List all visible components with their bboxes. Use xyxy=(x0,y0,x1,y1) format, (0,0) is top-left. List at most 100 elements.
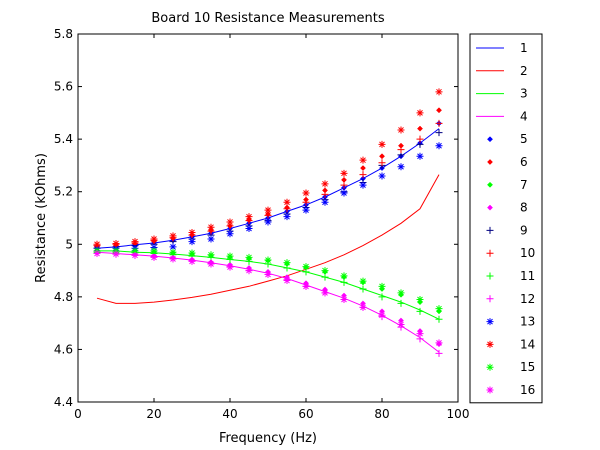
legend-box xyxy=(469,33,543,404)
data-point xyxy=(416,330,424,338)
data-point xyxy=(378,172,386,180)
data-point xyxy=(435,142,443,150)
data-point xyxy=(359,303,367,311)
data-point xyxy=(245,213,253,221)
data-point xyxy=(321,190,329,198)
legend-swatch xyxy=(487,159,493,165)
data-point xyxy=(302,189,310,197)
legend-label: 14 xyxy=(520,337,535,351)
data-point xyxy=(360,165,366,172)
data-point xyxy=(359,181,367,189)
legend-label: 13 xyxy=(520,315,535,329)
legend-item: 7 xyxy=(487,178,528,192)
data-point xyxy=(169,232,177,240)
data-point xyxy=(169,243,177,251)
data-point xyxy=(359,277,367,285)
x-tick-label: 80 xyxy=(374,407,389,421)
legend-swatch xyxy=(486,249,494,257)
legend-item: 16 xyxy=(486,383,535,397)
legend-item: 3 xyxy=(476,87,528,101)
data-point xyxy=(340,295,348,303)
legend-swatch xyxy=(486,386,494,394)
data-point xyxy=(150,247,158,255)
data-point xyxy=(416,307,424,315)
data-point xyxy=(340,272,348,280)
data-point xyxy=(226,263,234,271)
y-tick-label: 4.4 xyxy=(54,395,73,409)
data-point xyxy=(359,156,367,164)
data-point xyxy=(435,315,443,323)
data-point xyxy=(169,248,177,256)
data-point xyxy=(378,293,386,301)
data-point xyxy=(378,159,386,167)
data-point xyxy=(416,109,424,117)
legend-item: 14 xyxy=(486,337,535,351)
legend-swatch xyxy=(486,318,494,326)
y-axis-label: Resistance (kOhms) xyxy=(34,153,49,283)
data-point xyxy=(245,225,253,233)
legend-label: 5 xyxy=(520,132,528,146)
legend-item: 10 xyxy=(486,246,535,260)
data-point xyxy=(112,250,120,258)
y-tick-label: 5.8 xyxy=(54,27,73,41)
data-point xyxy=(245,253,253,261)
data-point xyxy=(321,273,329,281)
legend-item: 6 xyxy=(487,155,528,169)
data-point xyxy=(417,125,423,132)
series-14 xyxy=(93,88,443,248)
data-point xyxy=(226,218,234,226)
data-point xyxy=(302,198,310,206)
data-point xyxy=(226,252,234,260)
legend-label: 6 xyxy=(520,155,528,169)
data-point xyxy=(150,235,158,243)
data-point xyxy=(302,282,310,290)
legend-item: 4 xyxy=(476,109,528,123)
legend-label: 12 xyxy=(520,292,535,306)
data-point xyxy=(207,235,215,243)
x-tick-label: 0 xyxy=(74,407,82,421)
data-point xyxy=(150,253,158,261)
legend-item: 15 xyxy=(486,360,535,374)
data-point xyxy=(340,278,348,286)
data-point xyxy=(435,305,443,313)
legend-item: 1 xyxy=(476,41,528,55)
data-point xyxy=(340,169,348,177)
data-point xyxy=(188,228,196,236)
data-point xyxy=(131,247,139,255)
legend-label: 9 xyxy=(520,223,528,237)
data-point xyxy=(264,206,272,214)
data-point xyxy=(302,263,310,271)
data-point xyxy=(340,181,348,189)
data-point xyxy=(207,223,215,231)
legend-label: 15 xyxy=(520,360,535,374)
data-point xyxy=(435,129,443,137)
legend-label: 8 xyxy=(520,201,528,215)
data-point xyxy=(340,189,348,197)
data-point xyxy=(378,140,386,148)
data-point xyxy=(207,260,215,268)
legend-swatch xyxy=(486,226,494,234)
data-point xyxy=(435,339,443,347)
legend-item: 13 xyxy=(486,315,535,329)
data-point xyxy=(93,240,101,248)
x-tick-label: 60 xyxy=(298,407,313,421)
data-point xyxy=(397,320,405,328)
x-tick-label: 100 xyxy=(447,407,470,421)
data-point xyxy=(397,146,405,154)
legend-swatch xyxy=(486,363,494,371)
data-point xyxy=(397,126,405,134)
legend-swatch xyxy=(487,204,493,211)
y-tick-label: 4.8 xyxy=(54,290,73,304)
legend-swatch xyxy=(486,272,494,280)
legend-item: 8 xyxy=(487,201,528,215)
data-point xyxy=(264,256,272,264)
legend-swatch xyxy=(487,181,493,188)
data-point xyxy=(264,271,272,279)
data-point xyxy=(359,285,367,293)
y-tick-label: 5.2 xyxy=(54,185,73,199)
data-point xyxy=(93,249,101,257)
legend-label: 11 xyxy=(520,269,535,283)
data-point xyxy=(416,295,424,303)
data-point xyxy=(283,213,291,221)
legend-swatch xyxy=(486,340,494,348)
